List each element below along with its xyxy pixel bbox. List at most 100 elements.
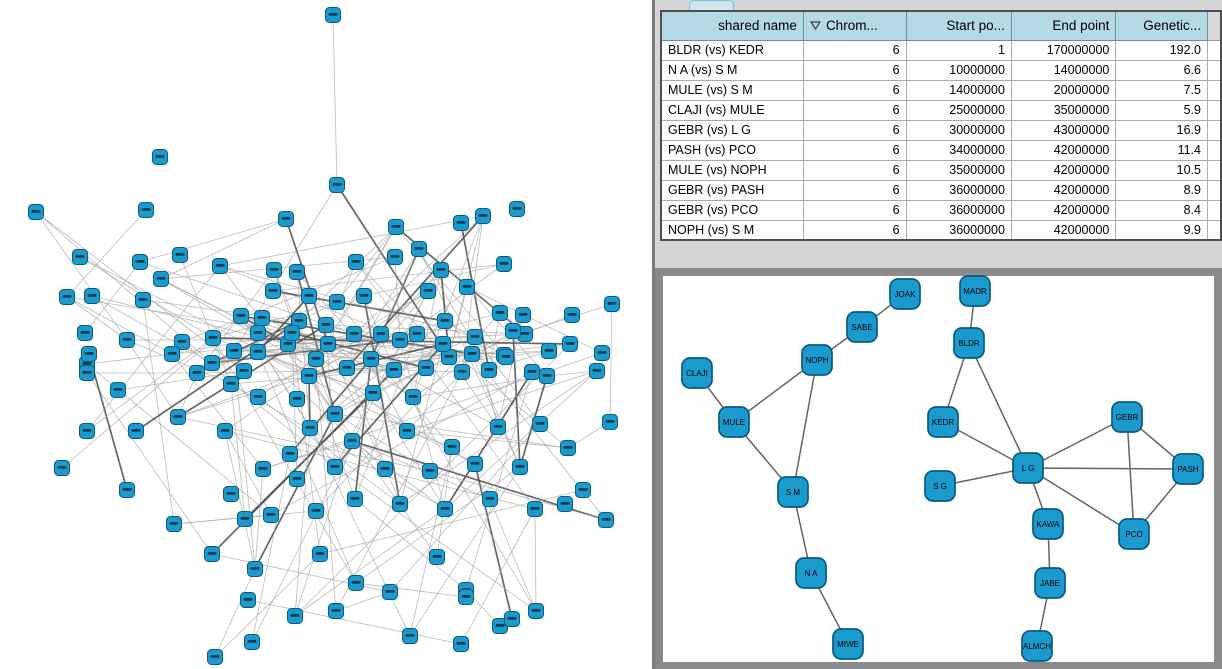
network-node[interactable] xyxy=(409,326,425,342)
network-edge[interactable] xyxy=(257,358,317,398)
network-edge[interactable] xyxy=(380,248,420,335)
network-node-s-g[interactable]: S G xyxy=(924,470,956,502)
network-node[interactable] xyxy=(347,491,363,507)
network-node[interactable] xyxy=(54,460,70,476)
network-node[interactable] xyxy=(437,501,453,517)
network-node[interactable] xyxy=(233,308,249,324)
network-edge[interactable] xyxy=(177,375,310,418)
network-edge[interactable] xyxy=(353,215,484,335)
network-edge[interactable] xyxy=(406,371,463,432)
network-edge[interactable] xyxy=(409,466,521,637)
network-node[interactable] xyxy=(223,486,239,502)
network-node[interactable] xyxy=(170,409,186,425)
network-edge[interactable] xyxy=(465,371,533,591)
network-edge[interactable] xyxy=(196,301,338,374)
network-edge[interactable] xyxy=(257,351,357,584)
network-node[interactable] xyxy=(560,440,576,456)
network-node[interactable] xyxy=(164,346,180,362)
network-edge[interactable] xyxy=(160,218,287,280)
network-node[interactable] xyxy=(433,262,449,278)
network-node[interactable] xyxy=(386,362,402,378)
network-edge-BLDR-LG[interactable] xyxy=(968,342,1029,469)
network-edge[interactable] xyxy=(214,553,321,658)
network-node-sabe[interactable]: SABE xyxy=(846,311,878,343)
network-node[interactable] xyxy=(441,349,457,365)
network-node[interactable] xyxy=(320,336,336,352)
table-row[interactable]: BLDR (vs) KEDR 6 1 170000000 192.0 xyxy=(660,39,1222,61)
network-edge[interactable] xyxy=(315,358,337,612)
column-header-start-po---[interactable]: Start po... xyxy=(905,10,1012,41)
network-edge[interactable] xyxy=(247,599,462,645)
network-node[interactable] xyxy=(564,307,580,323)
network-edge[interactable] xyxy=(126,339,179,418)
network-edge[interactable] xyxy=(399,339,446,510)
network-node[interactable] xyxy=(604,296,620,312)
network-edge[interactable] xyxy=(214,568,256,658)
network-node[interactable] xyxy=(254,310,270,326)
column-header-genetic---[interactable]: Genetic... xyxy=(1115,10,1208,41)
table-row[interactable]: MULE (vs) NOPH 6 35000000 42000000 10.5 xyxy=(660,159,1222,181)
network-node[interactable] xyxy=(512,459,528,475)
network-node[interactable] xyxy=(119,482,135,498)
network-node[interactable] xyxy=(527,501,543,517)
network-edge[interactable] xyxy=(270,371,533,516)
network-node[interactable] xyxy=(377,461,393,477)
network-edge[interactable] xyxy=(181,256,396,343)
network-node[interactable] xyxy=(327,459,343,475)
network-node[interactable] xyxy=(325,7,341,23)
network-node[interactable] xyxy=(594,345,610,361)
network-edge[interactable] xyxy=(179,254,232,385)
network-edge[interactable] xyxy=(254,413,336,570)
network-edge[interactable] xyxy=(160,278,476,465)
network-node[interactable] xyxy=(81,346,97,362)
network-node[interactable] xyxy=(482,491,498,507)
network-node[interactable] xyxy=(464,346,480,362)
network-edge[interactable] xyxy=(139,218,287,263)
network-edge[interactable] xyxy=(393,369,537,612)
network-node[interactable] xyxy=(84,288,100,304)
network-edge[interactable] xyxy=(444,370,598,510)
network-node[interactable] xyxy=(373,326,389,342)
network-edge[interactable] xyxy=(66,296,128,341)
network-edge[interactable] xyxy=(332,14,338,186)
network-node[interactable] xyxy=(312,546,328,562)
network-node[interactable] xyxy=(77,325,93,341)
panel-divider[interactable] xyxy=(652,0,655,669)
network-node[interactable] xyxy=(289,471,305,487)
network-node[interactable] xyxy=(458,589,474,605)
network-node[interactable] xyxy=(174,334,190,350)
network-edge-LG-PCO[interactable] xyxy=(1027,467,1135,535)
network-edge[interactable] xyxy=(444,371,533,510)
network-node[interactable] xyxy=(422,463,438,479)
network-node[interactable] xyxy=(453,215,469,231)
network-node[interactable] xyxy=(138,202,154,218)
network-node[interactable] xyxy=(318,317,334,333)
network-node[interactable] xyxy=(402,628,418,644)
network-node-mule[interactable]: MULE xyxy=(718,406,750,438)
network-node[interactable] xyxy=(204,546,220,562)
network-edge[interactable] xyxy=(406,370,598,432)
network-node[interactable] xyxy=(365,385,381,401)
network-edge[interactable] xyxy=(394,256,401,341)
network-node[interactable] xyxy=(263,507,279,523)
column-header-chrom---[interactable]: Chrom... xyxy=(802,10,907,41)
network-node[interactable] xyxy=(598,512,614,528)
network-edge[interactable] xyxy=(471,353,521,468)
network-node[interactable] xyxy=(541,343,557,359)
network-edge[interactable] xyxy=(346,367,401,505)
network-edge[interactable] xyxy=(240,315,336,468)
network-node[interactable] xyxy=(388,219,404,235)
network-edge[interactable] xyxy=(298,226,397,322)
network-edge[interactable] xyxy=(327,343,414,398)
network-edge[interactable] xyxy=(273,269,336,415)
column-header-end-point[interactable]: End point xyxy=(1010,10,1117,41)
network-node[interactable] xyxy=(435,336,451,352)
network-edge[interactable] xyxy=(91,295,395,371)
network-edge[interactable] xyxy=(272,263,505,292)
network-edge[interactable] xyxy=(35,211,128,341)
network-node[interactable] xyxy=(557,496,573,512)
network-node-pash[interactable]: PASH xyxy=(1172,453,1204,485)
network-edge[interactable] xyxy=(346,248,420,369)
network-node[interactable] xyxy=(207,649,223,665)
network-node[interactable] xyxy=(444,439,460,455)
